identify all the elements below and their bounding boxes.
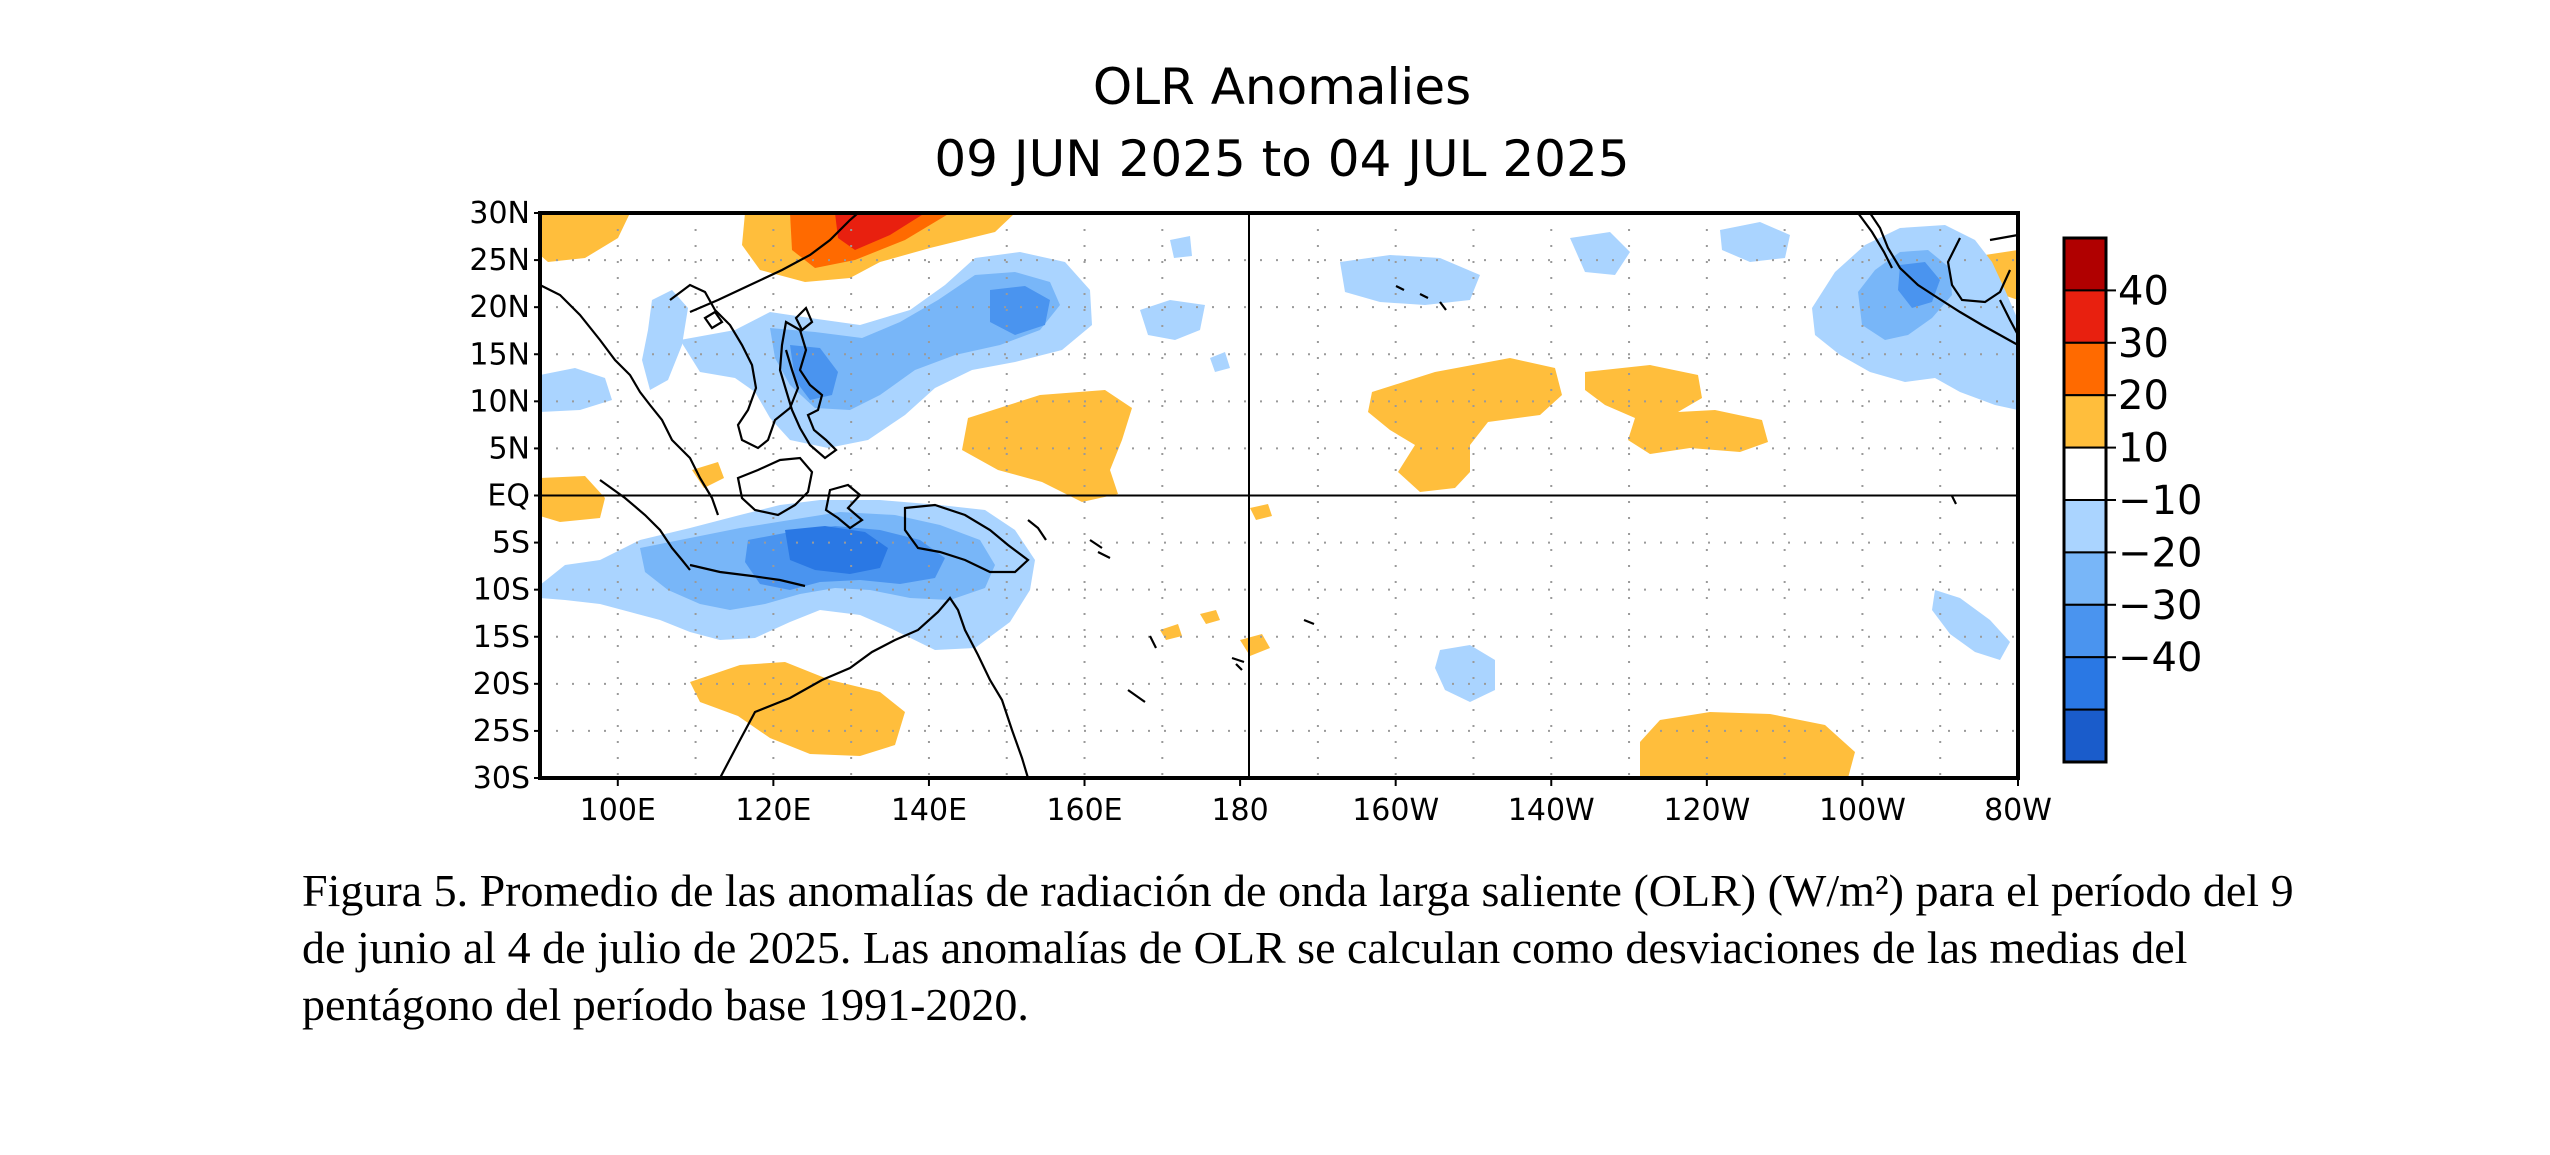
lon-tick-label: 180: [1211, 793, 1268, 828]
coastline-java: [689, 563, 806, 588]
coastline-china: [689, 213, 859, 314]
negative-anomaly-cpac-north-3: [1720, 222, 1790, 262]
negative-anomaly-small-wpac-3: [1210, 352, 1230, 372]
lat-tick-label: 30S: [473, 761, 530, 796]
coastline-vanuatu: [1149, 635, 1157, 649]
coastline-baja: [1857, 213, 1893, 269]
colorbar-swatch: [2063, 237, 2107, 292]
colorbar-tick-label: 40: [2118, 268, 2169, 314]
coastline-north-america: [1869, 213, 2018, 346]
coastline-samoa: [1303, 618, 1315, 626]
coastline-philippines: [778, 320, 838, 460]
positive-anomaly-small-3: [1250, 504, 1272, 520]
lat-tick-label: 15S: [473, 620, 530, 655]
lat-tick-label: 15N: [469, 337, 530, 372]
coastline-borneo: [736, 456, 814, 517]
colorbar-swatch: [2063, 499, 2107, 554]
positive-anomaly-central-eq: [962, 390, 1132, 502]
coastline-gulf-of-mexico: [1946, 233, 2018, 304]
coastline-asia: [540, 284, 720, 516]
negative-anomaly-cpac-north-2: [1570, 232, 1630, 275]
lat-tick-label: 30N: [469, 196, 530, 231]
lat-tick-label: 25N: [469, 243, 530, 278]
positive-anomaly-epac-band: [1585, 365, 1768, 454]
lat-tick-label: 10N: [469, 384, 530, 419]
negative-anomaly-southeast-small: [1932, 590, 2010, 660]
colorbar-swatch: [2063, 289, 2107, 344]
lon-tick-label: 140E: [891, 793, 967, 828]
negative-anomaly-maritime-40: [785, 526, 888, 574]
colorbar-tick-label: −20: [2118, 530, 2202, 576]
coastline-fiji: [1231, 656, 1245, 671]
positive-anomaly-nw-corner: [540, 213, 630, 262]
colorbar-tick-label: −40: [2118, 635, 2202, 681]
colorbar-swatch: [2063, 341, 2107, 397]
positive-anomaly-nw-australia: [690, 662, 905, 756]
lon-tick-label: 100W: [1819, 793, 1906, 828]
colorbar-tick-label: 10: [2118, 426, 2169, 472]
coastline-solomon: [1089, 539, 1111, 559]
coastline-new-caledonia: [1127, 689, 1146, 703]
lat-tick-label: 20N: [469, 290, 530, 325]
positive-anomaly-small-2: [1200, 610, 1220, 624]
coastline-sulawesi: [824, 483, 864, 530]
negative-anomaly-philippines-30: [790, 345, 838, 400]
coastline-galapagos: [1951, 495, 1957, 505]
positive-anomaly-west-equator: [540, 476, 605, 522]
negative-anomaly-cpac-north: [1340, 255, 1480, 305]
lat-tick-label: 20S: [473, 667, 530, 702]
negative-anomaly-bay-of-bengal: [642, 290, 688, 390]
colorbar-swatch: [2063, 446, 2107, 502]
lat-tick-label: EQ: [487, 479, 530, 514]
positive-anomaly-cpac-band: [1368, 358, 1562, 492]
negative-anomaly-south-pacific: [1435, 645, 1495, 702]
latitude-labels: 30N 25N 20N 15N 10N 5N EQ 5S 10S 15S 20S 25S 30S: [469, 196, 540, 796]
coastlines: [540, 213, 2018, 778]
lon-tick-label: 120E: [735, 793, 811, 828]
colorbar-swatch: [2063, 656, 2107, 711]
lat-tick-label: 10S: [473, 573, 530, 608]
colorbar-tick-label: 20: [2118, 373, 2169, 419]
longitude-labels: 100E 120E 140E 160E 180 160W 140W 120W 100W 80W: [580, 778, 2052, 828]
colorbar-tick-label: 30: [2118, 321, 2169, 367]
negative-anomaly-small-wpac-1: [1140, 300, 1205, 340]
map-title: OLR Anomalies: [1093, 58, 1471, 116]
lon-tick-label: 160W: [1352, 793, 1439, 828]
map-subtitle: 09 JUN 2025 to 04 JUL 2025: [934, 130, 1629, 188]
colorbar-tick-label: −30: [2118, 583, 2202, 629]
coastline-taiwan: [794, 306, 814, 332]
lat-tick-label: 5N: [488, 431, 530, 466]
colorbar-tick-label: −10: [2118, 478, 2202, 524]
coastline-hainan: [703, 310, 724, 330]
colorbar: 40 30 20 10 −10 −20 −30 −40: [2062, 236, 2202, 764]
positive-anomaly-southeast-pacific: [1640, 712, 1855, 778]
colorbar-swatch: [2063, 708, 2107, 763]
coastline-hawaii: [1395, 285, 1447, 311]
lon-tick-label: 80W: [1984, 793, 2052, 828]
lon-tick-label: 100E: [580, 793, 656, 828]
coastline-central-america: [1999, 299, 2018, 336]
coastline-bismarck: [1027, 519, 1047, 541]
lat-tick-label: 5S: [492, 526, 530, 561]
map-panel: 30N 25N 20N 15N 10N 5N EQ 5S 10S 15S 20S 25S 30S 100…: [469, 196, 2052, 828]
negative-anomaly-philippine-sea-30: [990, 286, 1050, 335]
negative-anomaly-small-wpac-2: [1170, 236, 1192, 258]
coastline-new-guinea: [903, 503, 1030, 574]
lon-tick-label: 120W: [1663, 793, 1750, 828]
coastline-sumatra: [599, 479, 691, 571]
coastline-australia: [719, 596, 1030, 778]
colorbar-swatch: [2063, 603, 2107, 659]
lon-tick-label: 160E: [1046, 793, 1122, 828]
figure-caption: Figura 5. Promedio de las anomalías de r…: [302, 865, 2294, 1030]
lon-tick-label: 140W: [1508, 793, 1595, 828]
positive-anomaly-dateline-south: [1240, 634, 1270, 656]
lat-tick-label: 25S: [473, 714, 530, 749]
positive-anomaly-sumatra: [692, 462, 724, 488]
colorbar-swatch: [2063, 551, 2107, 606]
positive-anomaly-wpac-core-30: [835, 213, 925, 250]
negative-anomaly-wpac-20: [770, 272, 1060, 410]
colorbar-swatch: [2063, 394, 2107, 449]
